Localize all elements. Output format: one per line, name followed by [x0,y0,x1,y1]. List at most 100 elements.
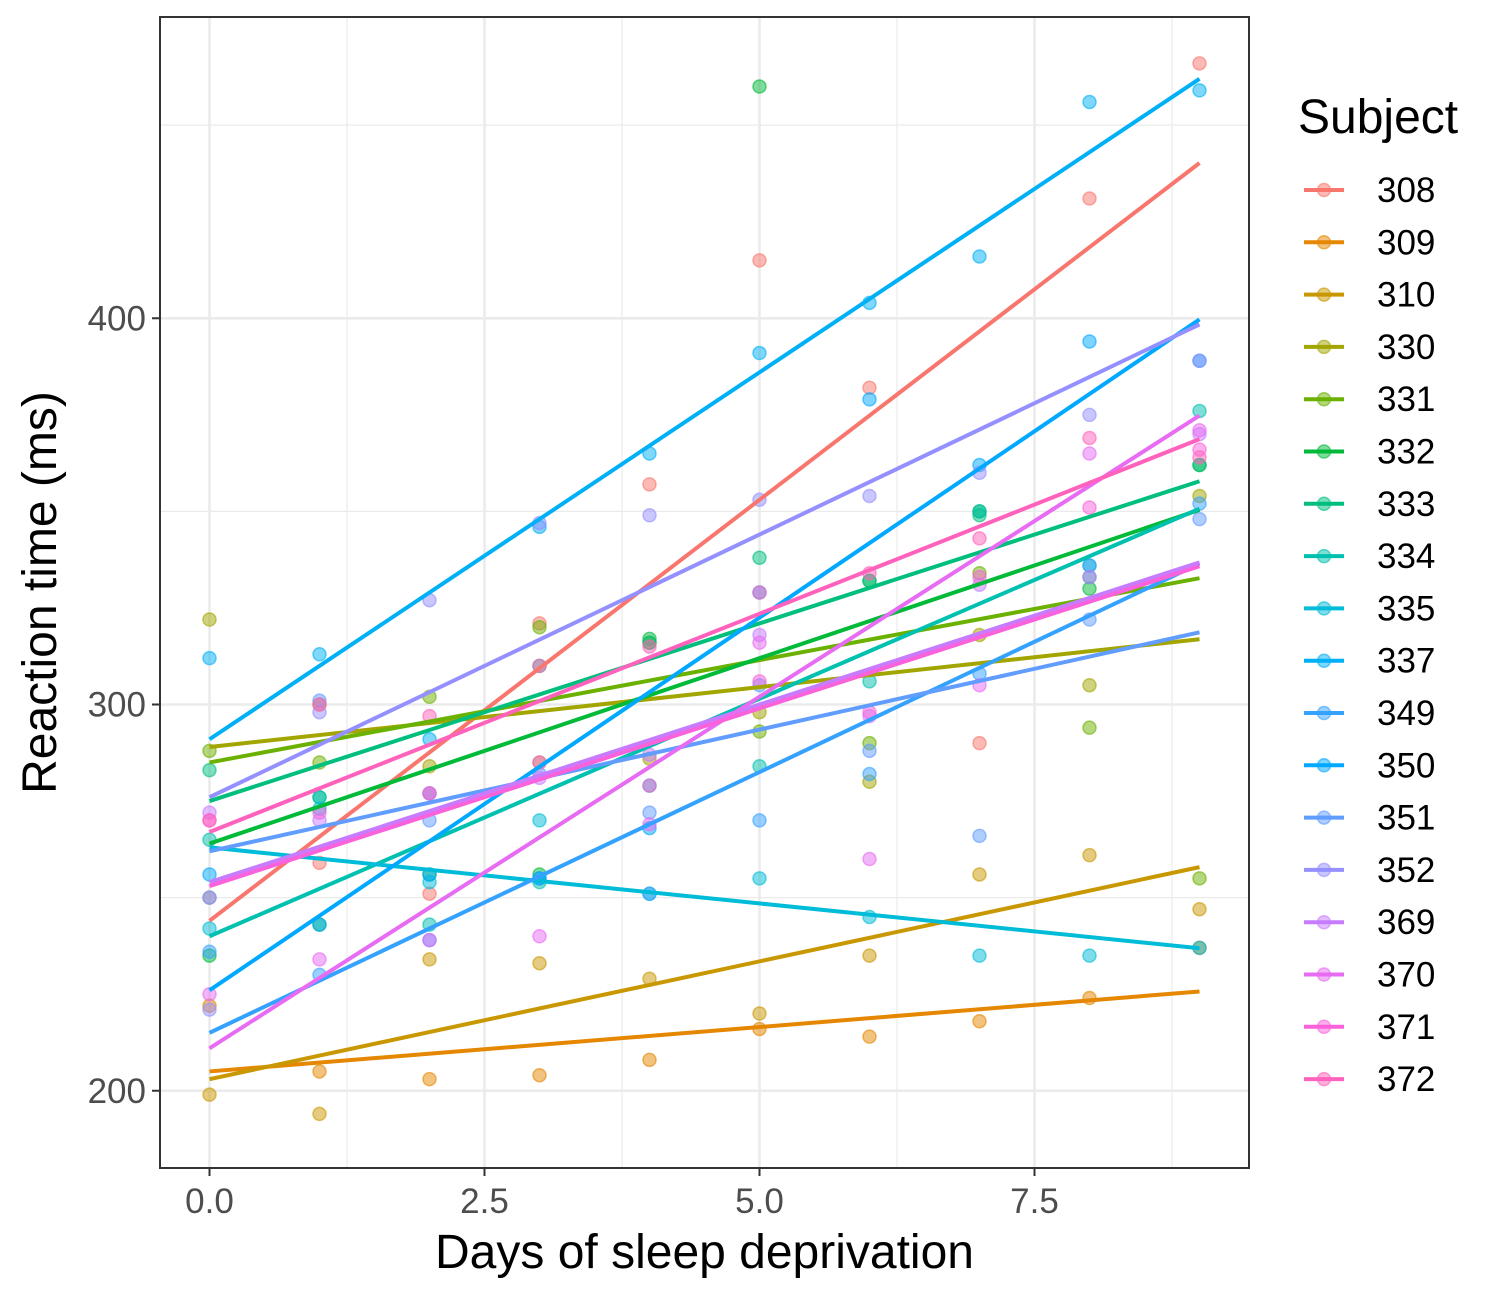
data-point-370 [1192,423,1207,438]
fit-line-333 [208,479,1201,803]
data-point-370 [532,929,547,944]
data-point-372 [752,585,767,600]
data-point-310 [1082,847,1097,863]
legend-item-334: 334 [1304,537,1435,576]
data-point-310 [422,952,437,967]
plot-border [159,16,1250,1169]
fit-line-371 [208,564,1201,888]
y-axis-title: Reaction time (ms) [14,391,67,794]
data-point-309 [972,1013,987,1029]
data-point-335 [532,813,547,828]
fit-line-332 [208,507,1201,846]
data-point-332 [752,79,767,94]
data-point-331 [1192,871,1207,886]
data-point-309 [532,1068,547,1083]
legend-label: 337 [1377,642,1435,681]
data-point-349 [1192,496,1207,511]
legend: Subject 308 309 310 330 331 332 333 334 335 337 34… [1298,91,1458,1099]
data-point-351 [972,828,987,844]
legend-key-point [1316,444,1332,459]
data-point-372 [642,639,657,654]
data-point-310 [862,948,877,963]
legend-label: 350 [1377,746,1435,785]
data-point-351 [862,743,877,759]
legend-item-337: 337 [1304,642,1435,681]
data-point-334 [972,504,987,519]
legend-item-332: 332 [1304,433,1435,472]
legend-label: 310 [1377,276,1435,315]
data-point-372 [1082,430,1097,446]
data-point-372 [1192,450,1207,465]
fit-line-337 [208,77,1201,741]
legend-item-308: 308 [1304,171,1435,210]
legend-label: 372 [1377,1060,1435,1099]
data-point-331 [532,620,547,635]
legend-label: 352 [1377,851,1435,890]
data-point-310 [312,1106,327,1122]
x-tick-label: 7.5 [1010,1182,1059,1221]
legend-label: 330 [1377,328,1435,367]
data-point-310 [972,867,987,882]
data-point-310 [532,956,547,971]
data-point-309 [642,1052,657,1068]
data-point-337 [972,249,987,264]
data-point-335 [972,948,987,963]
y-tick-label: 400 [88,299,146,338]
data-point-335 [1082,948,1097,963]
data-point-370 [422,932,437,948]
fit-line-369 [208,560,1201,885]
data-point-351 [202,890,217,905]
legend-label: 371 [1377,1008,1435,1047]
legend-key-point [1316,1071,1332,1087]
data-point-310 [752,1006,767,1021]
x-tick-label: 2.5 [460,1182,509,1221]
fit-line-308 [208,161,1201,923]
data-point-308 [1082,191,1097,206]
legend-key-point [1316,287,1332,302]
data-point-308 [1192,56,1207,71]
data-point-309 [862,1029,877,1044]
legend-label: 308 [1377,171,1435,210]
legend-item-330: 330 [1304,328,1435,367]
legend-label: 334 [1377,537,1435,576]
legend-item-372: 372 [1304,1060,1435,1099]
fit-line-352 [208,322,1201,800]
legend-key-point [1316,496,1332,512]
data-point-309 [422,1071,437,1087]
data-point-372 [972,531,987,546]
data-point-308 [972,735,987,751]
data-point-352 [1192,353,1207,369]
fit-line-349 [208,561,1201,1035]
legend-label: 335 [1377,589,1435,628]
minor-gridlines [160,17,1249,1168]
data-point-334 [1192,403,1207,419]
plot-background [160,17,1249,1168]
data-point-352 [642,508,657,523]
data-point-308 [752,253,767,268]
legend-label: 331 [1377,380,1435,419]
legend-item-333: 333 [1304,485,1435,524]
legend-label: 351 [1377,799,1435,838]
legend-key-point [1316,653,1332,668]
legend-key-point [1316,339,1332,355]
data-point-350 [862,392,877,407]
legend-key-point [1316,914,1332,930]
legend-label: 332 [1377,433,1435,472]
data-point-349 [752,813,767,828]
data-point-337 [312,647,327,662]
data-point-330 [1082,677,1097,693]
y-axis-ticks: 200 300 400 [88,299,160,1111]
legend-title: Subject [1298,91,1458,144]
legend-item-310: 310 [1304,276,1435,315]
y-tick-label: 200 [88,1072,146,1111]
data-point-349 [202,944,217,959]
fit-line-350 [208,317,1201,992]
data-point-370 [202,986,217,1002]
data-point-337 [1192,83,1207,98]
data-point-337 [1082,94,1097,110]
data-point-309 [312,1064,327,1079]
legend-label: 349 [1377,694,1435,733]
legend-label: 333 [1377,485,1435,524]
data-point-330 [202,612,217,627]
